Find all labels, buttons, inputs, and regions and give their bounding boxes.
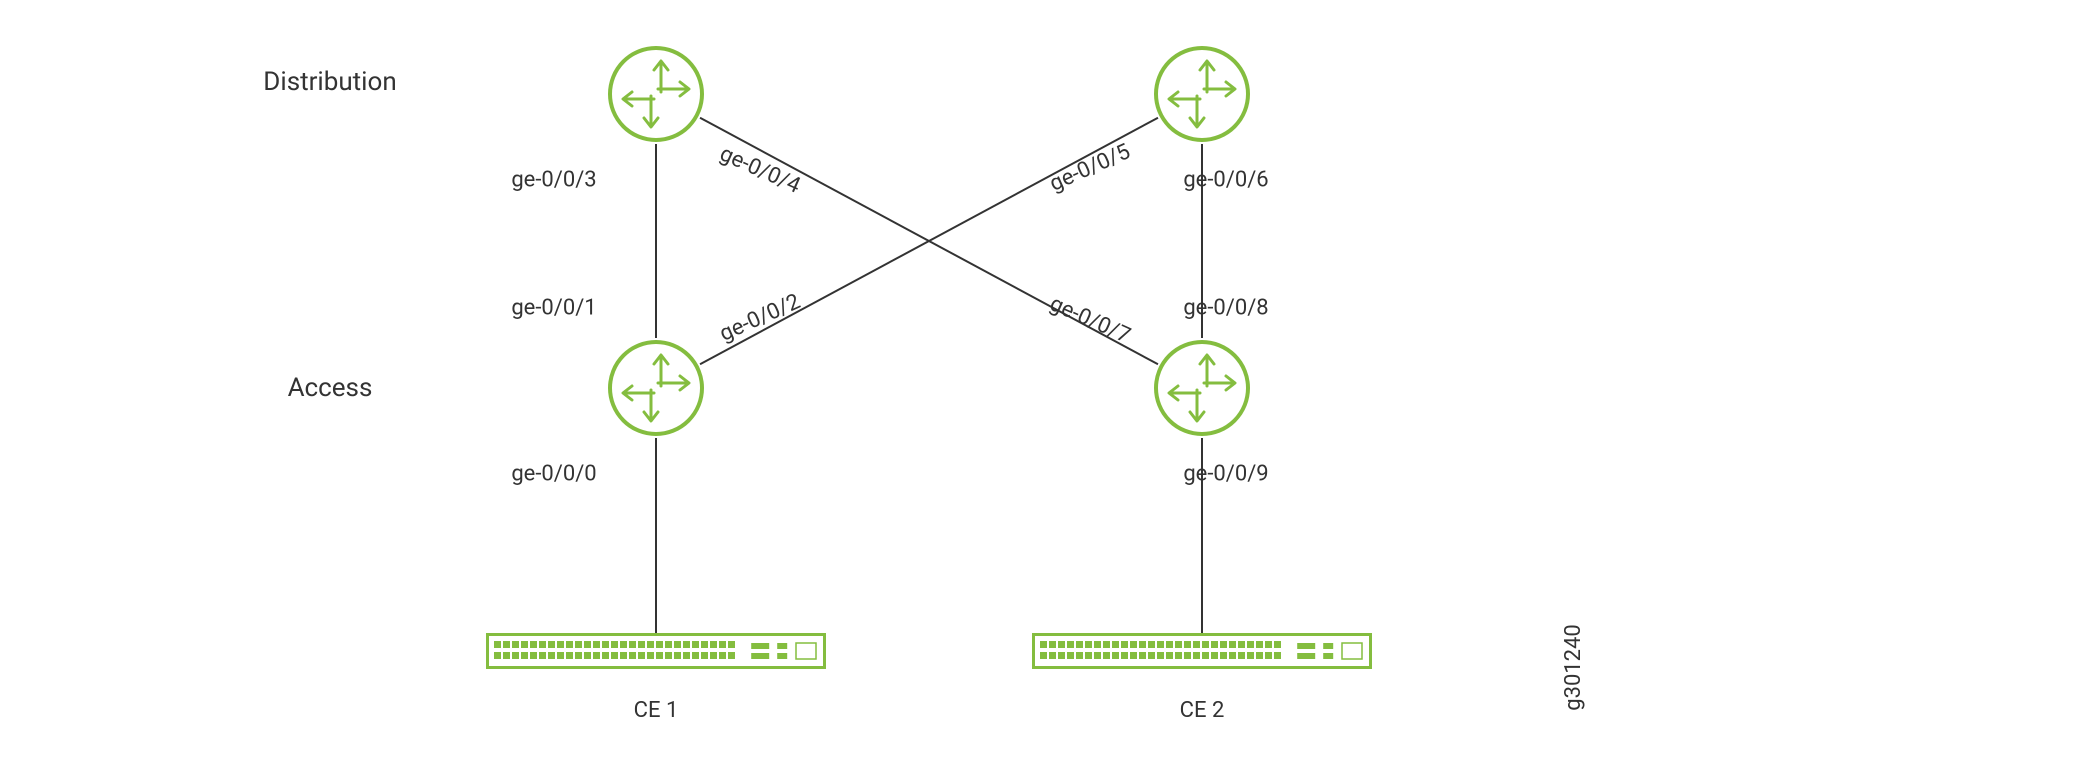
- tier-label: Distribution: [263, 67, 396, 97]
- router-node: [1152, 338, 1252, 438]
- port-label: ge-0/0/7: [1046, 291, 1134, 349]
- router-icon: [1152, 338, 1252, 438]
- port-label: ge-0/0/8: [1183, 296, 1268, 321]
- router-icon: [606, 338, 706, 438]
- switch-icon: [486, 633, 826, 669]
- port-label: ge-0/0/4: [716, 141, 804, 199]
- port-label: ge-0/0/3: [511, 168, 596, 193]
- port-label: ge-0/0/1: [511, 296, 596, 321]
- router-icon: [606, 44, 706, 144]
- port-label: ge-0/0/9: [1183, 462, 1268, 487]
- port-label: ge-0/0/0: [511, 462, 596, 487]
- port-label: ge-0/0/2: [716, 289, 804, 347]
- router-icon: [1152, 44, 1252, 144]
- router-node: [1152, 44, 1252, 144]
- network-diagram: Distribution Access: [0, 0, 2100, 782]
- router-node: [606, 338, 706, 438]
- router-node: [606, 44, 706, 144]
- tier-label: Access: [288, 373, 373, 403]
- port-label: ge-0/0/6: [1183, 168, 1268, 193]
- image-id: g301240: [1561, 624, 1586, 711]
- port-label: ge-0/0/5: [1046, 139, 1134, 197]
- switch-icon: [1032, 633, 1372, 669]
- switch-node: [486, 633, 826, 673]
- switch-node: [1032, 633, 1372, 673]
- node-label: CE 2: [1180, 698, 1225, 723]
- node-label: CE 1: [634, 698, 679, 723]
